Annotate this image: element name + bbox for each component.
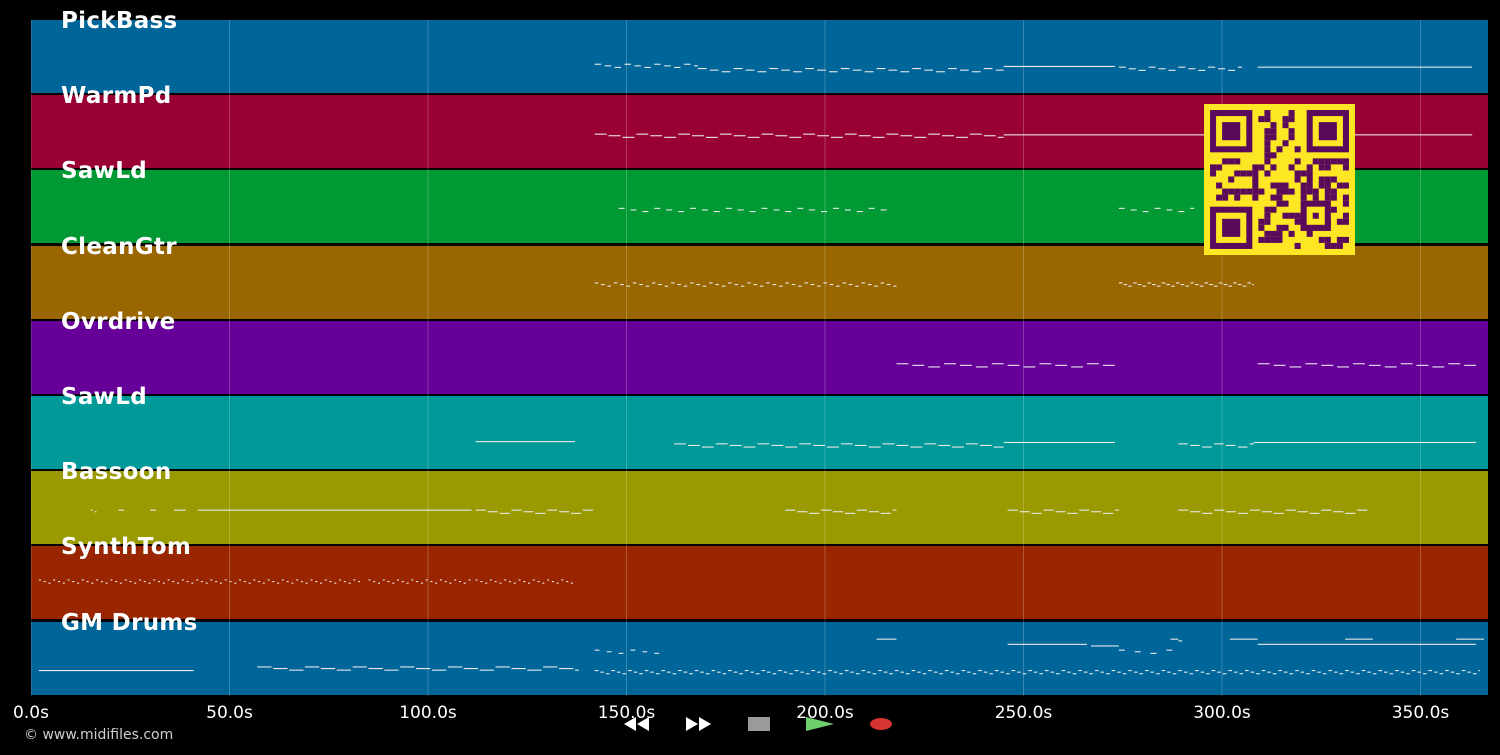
track-lane[interactable]: PickBass xyxy=(31,8,1488,93)
play-icon xyxy=(806,717,834,731)
track-name: SawLd xyxy=(61,158,147,185)
play-button[interactable] xyxy=(791,709,849,739)
midi-notes xyxy=(594,63,1473,73)
track-lane[interactable]: CleanGtr xyxy=(31,234,1488,319)
midi-notes xyxy=(38,579,573,585)
track-lane[interactable]: GM Drums xyxy=(31,610,1488,695)
time-tick-label: 100.0s xyxy=(399,703,457,723)
time-tick-label: 200.0s xyxy=(796,703,854,723)
track-name: Bassoon xyxy=(61,459,172,486)
track-name: CleanGtr xyxy=(61,233,177,260)
midi-notes xyxy=(618,208,1195,213)
midi-notes xyxy=(475,441,1477,448)
midi-notes xyxy=(896,362,1477,368)
fast-forward-button[interactable] xyxy=(669,709,727,739)
time-tick-label: 50.0s xyxy=(206,703,253,723)
track-lane[interactable]: SynthTom xyxy=(31,534,1488,620)
track-lane[interactable]: SawLd xyxy=(31,384,1488,469)
rewind-button[interactable] xyxy=(608,709,666,739)
track-name: SawLd xyxy=(61,384,147,410)
copyright-text: © www.midifiles.com xyxy=(24,727,174,743)
rewind-icon xyxy=(624,717,649,731)
record-icon xyxy=(870,718,892,730)
qr-code-icon xyxy=(1204,104,1355,255)
time-tick-label: 150.0s xyxy=(597,703,656,723)
record-button[interactable] xyxy=(852,709,910,739)
stop-button[interactable] xyxy=(730,709,788,739)
track-name: WarmPd xyxy=(61,83,172,110)
time-tick-label: 350.0s xyxy=(1391,703,1450,723)
track-name: Ovrdrive xyxy=(61,308,176,335)
midi-notes xyxy=(594,281,1254,287)
stop-icon xyxy=(748,717,770,731)
time-tick-label: 0.0s xyxy=(13,703,49,723)
track-lane[interactable]: Ovrdrive xyxy=(31,309,1488,394)
time-tick-label: 300.0s xyxy=(1193,703,1251,723)
track-name: PickBass xyxy=(61,8,178,34)
transport-controls xyxy=(598,709,902,739)
track-lanes: PickBass WarmPd SawLd CleanGtr Ovrdrive SawLd… xyxy=(31,8,1488,696)
time-axis: 0.0s 50.0s 100.0s 150.0s 200.0s 250.0s 300.0s 3… xyxy=(0,703,1500,727)
track-lane[interactable]: Bassoon xyxy=(31,459,1488,545)
midi-notes xyxy=(90,509,1368,515)
time-tick-label: 250.0s xyxy=(994,703,1053,723)
track-name: GM Drums xyxy=(61,609,198,636)
track-name: SynthTom xyxy=(61,534,192,561)
midi-notes xyxy=(38,638,1484,674)
fast-forward-icon xyxy=(686,717,711,731)
